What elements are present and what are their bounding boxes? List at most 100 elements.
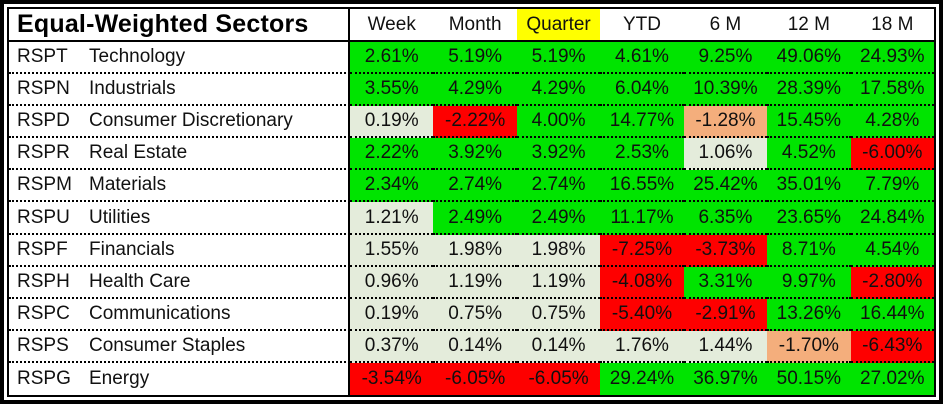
value-cell[interactable]: 1.19% — [433, 266, 517, 299]
table-row-rsps: RSPS Consumer Staples 0.37% 0.14% 0.14% 1.76%… — [9, 330, 934, 363]
value-cell[interactable]: 49.06% — [767, 42, 851, 75]
row-label-cell[interactable]: RSPS Consumer Staples — [9, 330, 350, 363]
value-cell[interactable]: 1.98% — [433, 234, 517, 267]
value-cell[interactable]: 36.97% — [683, 362, 768, 396]
table-row-rspg: RSPG Energy -3.54% -6.05% -6.05% 29.24% 36.97%… — [9, 362, 934, 396]
row-label-cell[interactable]: RSPH Health Care — [9, 266, 350, 299]
value-cell[interactable]: -1.28% — [683, 106, 768, 139]
value-cell[interactable]: 4.29% — [433, 74, 517, 107]
column-header-month[interactable]: Month — [433, 9, 517, 40]
row-label-cell[interactable]: RSPD Consumer Discretionary — [9, 106, 350, 139]
value-cell[interactable]: 0.19% — [350, 298, 434, 331]
value-cell[interactable]: 1.98% — [516, 234, 601, 267]
row-label-cell[interactable]: RSPF Financials — [9, 234, 350, 267]
value-cell[interactable]: 9.97% — [767, 266, 851, 299]
value-cell[interactable]: 4.00% — [516, 106, 601, 139]
value-cell[interactable]: 2.53% — [600, 138, 684, 171]
column-header-ytd[interactable]: YTD — [600, 9, 684, 40]
value-cell[interactable]: 23.65% — [767, 202, 851, 235]
value-cell[interactable]: 0.75% — [433, 298, 517, 331]
value-cell[interactable]: 0.75% — [516, 298, 601, 331]
row-label-cell[interactable]: RSPN Industrials — [9, 74, 350, 107]
value-cell[interactable]: -2.22% — [433, 106, 517, 139]
value-cell[interactable]: -3.73% — [683, 234, 768, 267]
value-cell[interactable]: 24.84% — [850, 202, 934, 235]
value-cell[interactable]: -3.54% — [350, 362, 434, 396]
value-cell[interactable]: 3.92% — [433, 138, 517, 171]
value-cell[interactable]: 1.44% — [683, 330, 768, 363]
value-cell[interactable]: 5.19% — [516, 42, 601, 75]
column-header-12-m[interactable]: 12 M — [767, 9, 851, 40]
value-cell[interactable]: 13.26% — [767, 298, 851, 331]
value-cell[interactable]: 2.74% — [516, 170, 601, 203]
value-cell[interactable]: 1.76% — [600, 330, 684, 363]
value-cell[interactable]: 6.04% — [600, 74, 684, 107]
value-cell[interactable]: 15.45% — [767, 106, 851, 139]
column-header-18-m[interactable]: 18 M — [850, 9, 934, 40]
value-cell[interactable]: 4.54% — [850, 234, 934, 267]
value-cell[interactable]: -2.80% — [850, 266, 934, 299]
value-cell[interactable]: 9.25% — [683, 42, 768, 75]
row-label-cell[interactable]: RSPC Communications — [9, 298, 350, 331]
value-cell[interactable]: 6.35% — [683, 202, 768, 235]
value-cell[interactable]: 4.28% — [850, 106, 934, 139]
value-cell[interactable]: 0.14% — [516, 330, 601, 363]
value-cell[interactable]: 10.39% — [683, 74, 768, 107]
column-header-week[interactable]: Week — [350, 9, 434, 40]
value-cell[interactable]: 25.42% — [683, 170, 768, 203]
value-cell[interactable]: 7.79% — [850, 170, 934, 203]
ticker-label: RSPR — [17, 142, 70, 164]
column-header-quarter[interactable]: Quarter — [516, 9, 601, 40]
value-cell[interactable]: 2.74% — [433, 170, 517, 203]
row-label-cell[interactable]: RSPG Energy — [9, 362, 350, 396]
value-cell[interactable]: 2.49% — [433, 202, 517, 235]
value-cell[interactable]: 4.61% — [600, 42, 684, 75]
value-cell[interactable]: 1.55% — [350, 234, 434, 267]
value-cell[interactable]: 27.02% — [850, 362, 934, 396]
value-cell[interactable]: 0.14% — [433, 330, 517, 363]
value-cell[interactable]: 0.96% — [350, 266, 434, 299]
value-cell[interactable]: -1.70% — [767, 330, 851, 363]
value-cell[interactable]: 29.24% — [600, 362, 684, 396]
row-label-cell[interactable]: RSPU Utilities — [9, 202, 350, 235]
value-cell[interactable]: 2.49% — [516, 202, 601, 235]
value-cell[interactable]: 8.71% — [767, 234, 851, 267]
value-cell[interactable]: 1.21% — [350, 202, 434, 235]
value-cell[interactable]: 50.15% — [767, 362, 851, 396]
value-cell[interactable]: 2.22% — [350, 138, 434, 171]
value-cell[interactable]: 4.29% — [516, 74, 601, 107]
value-cell[interactable]: -7.25% — [600, 234, 684, 267]
value-cell[interactable]: 4.52% — [767, 138, 851, 171]
row-label-cell[interactable]: RSPR Real Estate — [9, 138, 350, 171]
value-cell[interactable]: 3.31% — [683, 266, 768, 299]
ticker-label: RSPD — [17, 110, 70, 132]
value-cell[interactable]: 35.01% — [767, 170, 851, 203]
row-label-cell[interactable]: RSPT Technology — [9, 42, 350, 75]
value-cell[interactable]: 17.58% — [850, 74, 934, 107]
value-cell[interactable]: 0.19% — [350, 106, 434, 139]
value-cell[interactable]: 5.19% — [433, 42, 517, 75]
value-cell[interactable]: 11.17% — [600, 202, 684, 235]
value-cell[interactable]: -6.05% — [516, 362, 601, 396]
value-cell[interactable]: 1.19% — [516, 266, 601, 299]
value-cell[interactable]: 16.55% — [600, 170, 684, 203]
value-cell[interactable]: 0.37% — [350, 330, 434, 363]
value-cell[interactable]: -5.40% — [600, 298, 684, 331]
value-cell[interactable]: 2.34% — [350, 170, 434, 203]
value-cell[interactable]: -2.91% — [683, 298, 768, 331]
value-cell[interactable]: 24.93% — [850, 42, 934, 75]
value-cell[interactable]: -6.05% — [433, 362, 517, 396]
value-cell[interactable]: 3.55% — [350, 74, 434, 107]
value-cell[interactable]: 16.44% — [850, 298, 934, 331]
sector-name: Energy — [89, 367, 150, 389]
value-cell[interactable]: 3.92% — [516, 138, 601, 171]
value-cell[interactable]: 2.61% — [350, 42, 434, 75]
value-cell[interactable]: 28.39% — [767, 74, 851, 107]
column-header-6-m[interactable]: 6 M — [683, 9, 768, 40]
value-cell[interactable]: -6.43% — [850, 330, 934, 363]
value-cell[interactable]: -4.08% — [600, 266, 684, 299]
row-label-cell[interactable]: RSPM Materials — [9, 170, 350, 203]
value-cell[interactable]: 14.77% — [600, 106, 684, 139]
value-cell[interactable]: -6.00% — [850, 138, 934, 171]
value-cell[interactable]: 1.06% — [683, 138, 768, 171]
